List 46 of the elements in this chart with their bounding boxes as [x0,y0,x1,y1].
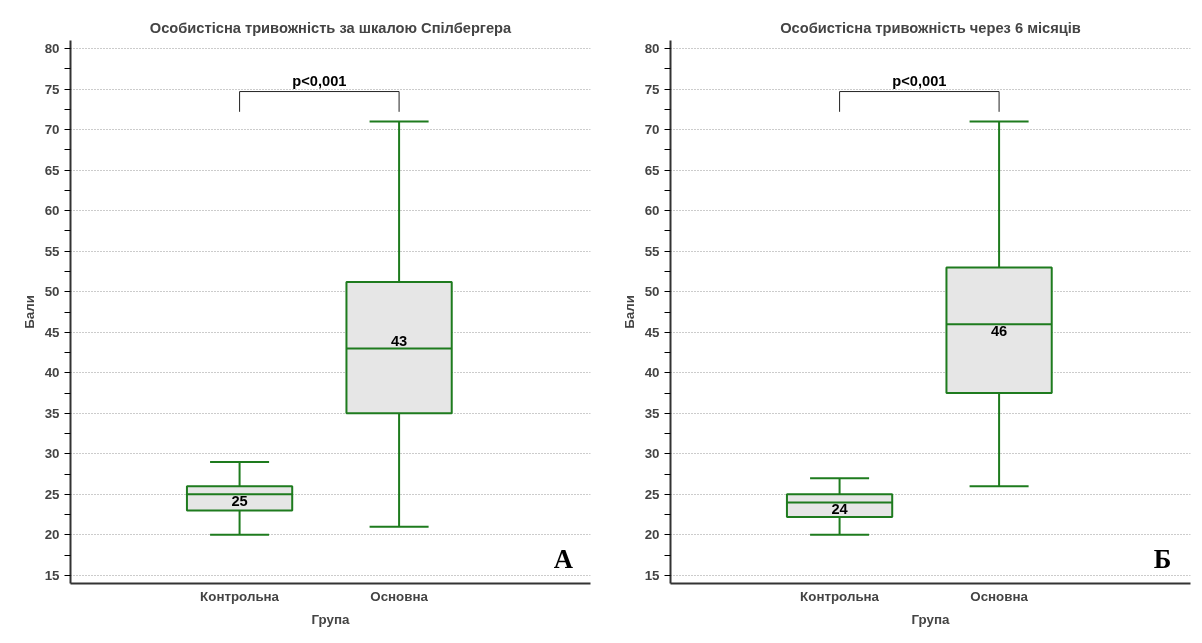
chart-title: Особистісна тривожність за шкалою Спілбергера [149,19,513,36]
annotation: А [553,544,574,575]
y-tick-label: 40 [644,365,660,381]
y-tick-label: 65 [44,162,61,178]
annotation: 24 [831,501,849,518]
y-tick-label: 70 [44,122,60,138]
y-tick-label: 45 [644,324,661,340]
y-tick-label: 75 [44,81,61,97]
y-tick-label: 45 [44,324,61,340]
y-axis-title: Бали [21,295,37,329]
y-tick-label: 55 [644,243,661,259]
y-tick-label: 55 [44,243,61,259]
x-tick-label: Контрольна [800,588,880,604]
y-tick-label: 25 [44,486,61,502]
annotation: Б [1153,544,1172,575]
annotation: p<0,001 [892,72,947,89]
y-tick-label: 40 [44,365,60,381]
y-tick-label: 60 [44,203,60,219]
y-tick-label: 70 [644,122,660,138]
y-tick-label: 80 [644,41,660,57]
y-tick-label: 20 [44,527,60,543]
chart-title: Особистісна тривожність через 6 місяців [780,19,1081,36]
y-tick-label: 75 [644,81,661,97]
y-tick-label: 25 [644,486,661,502]
x-tick-label: Контрольна [200,588,280,604]
annotation: 25 [231,493,248,510]
annotation: 43 [390,333,408,350]
x-tick-label: Основна [370,588,429,604]
y-tick-label: 35 [644,405,661,421]
y-tick-label: 15 [44,567,61,583]
annotation: 46 [990,323,1008,340]
y-tick-label: 30 [44,446,60,462]
y-axis-title: Бали [621,295,637,329]
annotation: p<0,001 [292,72,347,89]
y-tick-label: 60 [644,203,660,219]
y-tick-label: 35 [44,405,61,421]
y-tick-label: 20 [644,527,660,543]
y-tick-label: 65 [644,162,661,178]
y-tick-label: 15 [644,567,661,583]
y-tick-label: 80 [44,41,60,57]
x-axis-title: Група [911,611,951,627]
y-tick-label: 50 [644,284,660,300]
x-axis-title: Група [311,611,351,627]
y-tick-label: 50 [44,284,60,300]
x-tick-label: Основна [970,588,1029,604]
y-tick-label: 30 [644,446,660,462]
